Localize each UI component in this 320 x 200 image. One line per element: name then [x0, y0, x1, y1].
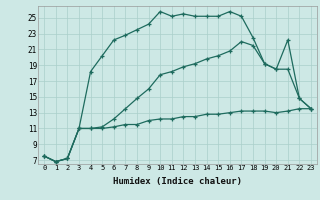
X-axis label: Humidex (Indice chaleur): Humidex (Indice chaleur): [113, 177, 242, 186]
